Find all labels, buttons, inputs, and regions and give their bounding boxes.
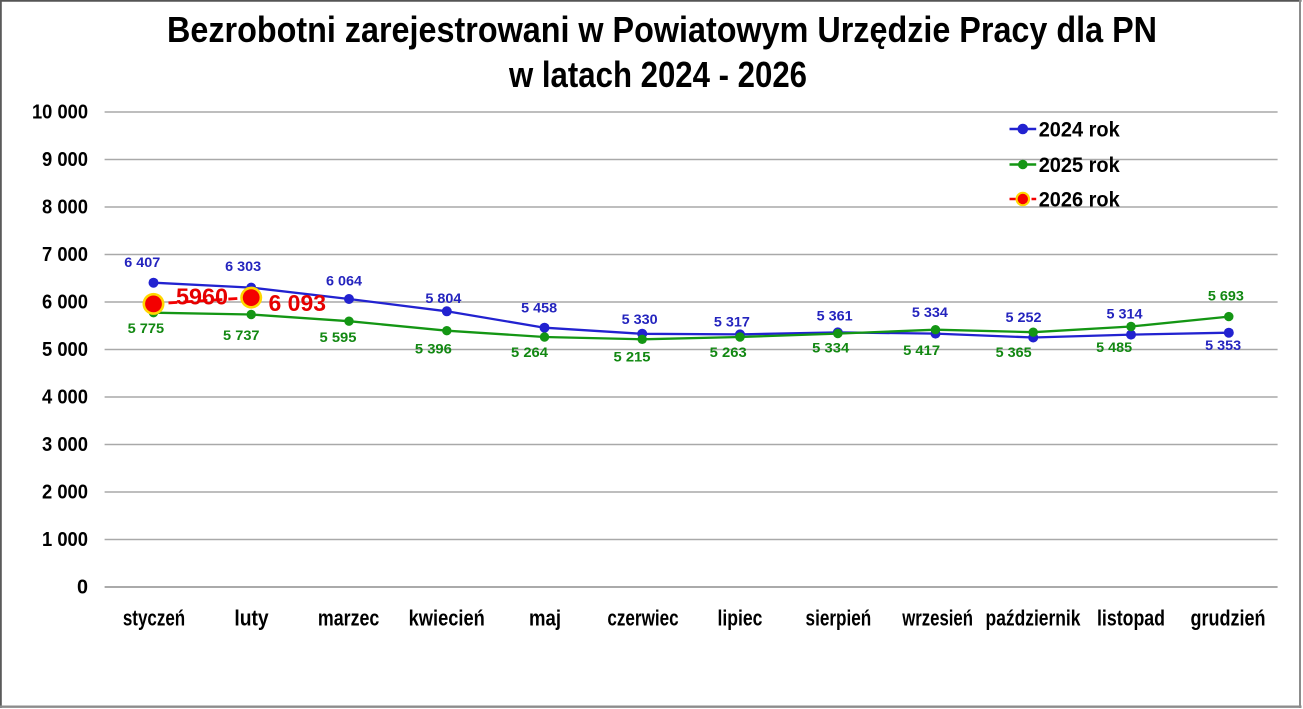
svg-text:5 693: 5 693 [1208, 289, 1245, 304]
svg-text:7 000: 7 000 [42, 244, 88, 266]
svg-text:5 330: 5 330 [622, 312, 658, 327]
svg-text:9 000: 9 000 [42, 149, 88, 171]
svg-text:5 458: 5 458 [521, 300, 558, 315]
svg-text:sierpień: sierpień [806, 606, 872, 631]
svg-text:5 215: 5 215 [614, 350, 652, 365]
svg-text:1 000: 1 000 [42, 529, 88, 551]
svg-text:5 775: 5 775 [128, 321, 165, 336]
svg-text:2025 rok: 2025 rok [1039, 154, 1120, 177]
svg-text:luty: luty [234, 606, 269, 631]
svg-text:5960: 5960 [176, 283, 228, 309]
svg-text:maj: maj [529, 606, 561, 631]
svg-text:5 365: 5 365 [996, 345, 1033, 360]
svg-text:2 000: 2 000 [42, 482, 88, 504]
svg-text:kwiecień: kwiecień [409, 606, 485, 631]
svg-text:6 000: 6 000 [42, 292, 88, 314]
svg-text:5 264: 5 264 [511, 345, 549, 360]
svg-text:5 263: 5 263 [710, 345, 748, 360]
svg-text:5 361: 5 361 [817, 309, 854, 324]
svg-text:5 000: 5 000 [42, 339, 88, 361]
svg-text:5 417: 5 417 [903, 343, 940, 358]
svg-text:8 000: 8 000 [42, 197, 88, 219]
svg-text:5 252: 5 252 [1006, 310, 1042, 325]
svg-text:marzec: marzec [318, 606, 379, 631]
svg-text:2024 rok: 2024 rok [1039, 118, 1120, 141]
svg-text:5 485: 5 485 [1096, 340, 1133, 355]
svg-text:w latach 2024 - 2026: w latach 2024 - 2026 [508, 54, 807, 95]
svg-text:4 000: 4 000 [42, 387, 88, 409]
svg-text:5 334: 5 334 [912, 305, 949, 320]
svg-text:5 317: 5 317 [714, 315, 750, 330]
svg-text:5 595: 5 595 [320, 330, 358, 345]
svg-text:6 064: 6 064 [326, 273, 363, 288]
svg-text:2026 rok: 2026 rok [1039, 188, 1120, 211]
svg-text:styczeń: styczeń [123, 606, 185, 631]
svg-text:Bezrobotni zarejestrowani w Po: Bezrobotni zarejestrowani w Powiatowym U… [167, 9, 1157, 50]
svg-text:3 000: 3 000 [42, 434, 88, 456]
svg-text:6 093: 6 093 [269, 290, 327, 316]
svg-text:5 737: 5 737 [223, 328, 260, 343]
svg-text:listopad: listopad [1097, 606, 1165, 631]
svg-text:6 303: 6 303 [225, 259, 262, 274]
svg-text:czerwiec: czerwiec [607, 606, 678, 631]
svg-text:5 334: 5 334 [812, 341, 850, 356]
svg-text:5 314: 5 314 [1107, 306, 1144, 321]
svg-text:5 396: 5 396 [415, 342, 453, 357]
svg-text:5 353: 5 353 [1205, 338, 1242, 353]
svg-text:10 000: 10 000 [32, 102, 88, 124]
svg-text:0: 0 [77, 577, 88, 599]
svg-text:grudzień: grudzień [1191, 606, 1266, 631]
svg-text:6 407: 6 407 [124, 255, 160, 270]
svg-text:październik: październik [986, 606, 1082, 631]
svg-text:lipiec: lipiec [718, 606, 763, 631]
svg-text:wrzesień: wrzesień [901, 606, 973, 631]
svg-text:5 804: 5 804 [425, 291, 462, 306]
